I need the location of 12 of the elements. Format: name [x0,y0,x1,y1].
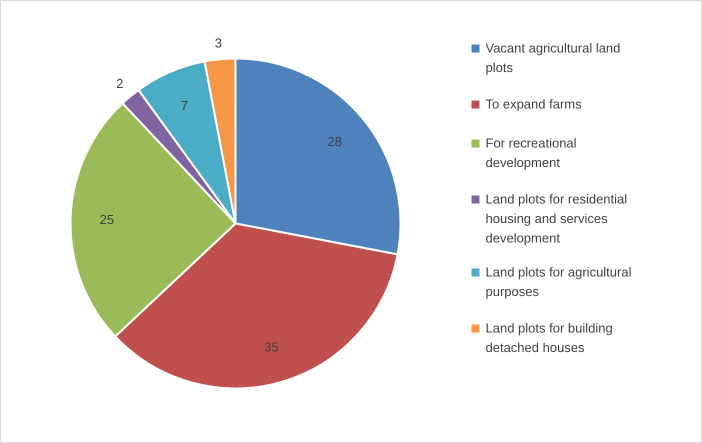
legend-label: Land plots for residential housing and services development [486,192,628,246]
legend-label: To expand farms [486,96,582,112]
legend-label: Land plots for building detached houses [486,320,613,355]
data-label: 2 [116,76,124,92]
data-label: 35 [264,340,279,355]
data-label: 3 [214,35,222,50]
legend-label: Land plots for agricultural purposes [486,264,632,299]
data-label: 28 [327,134,342,149]
data-label: 7 [180,98,188,113]
legend-label: Vacant agricultural land plots [486,40,620,75]
data-label: 25 [100,212,114,227]
legend-label: For recreational development [486,136,577,170]
